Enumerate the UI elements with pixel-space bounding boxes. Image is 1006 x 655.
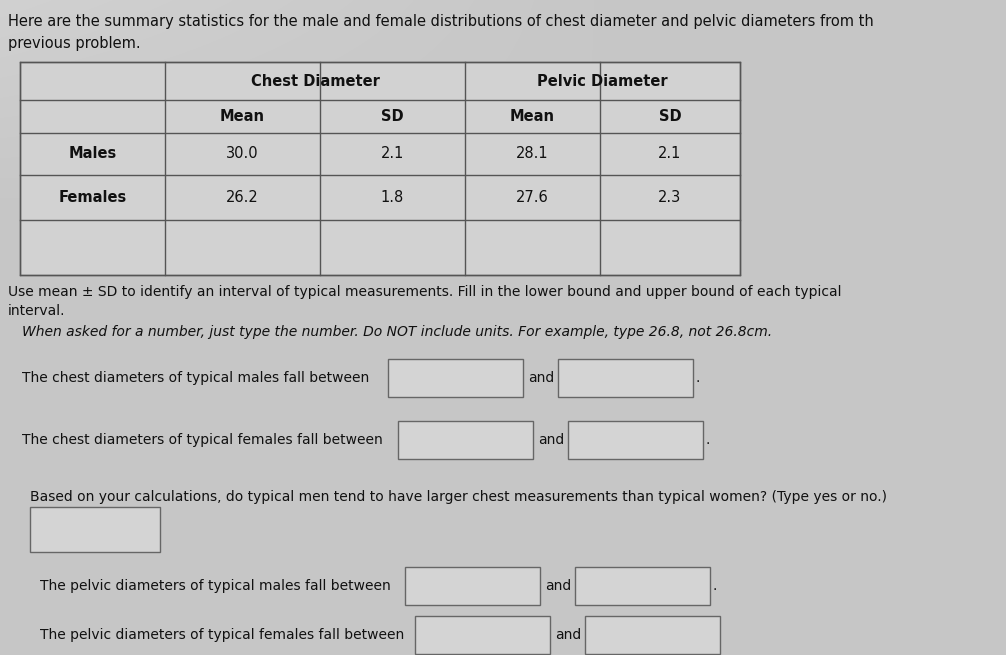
Text: 26.2: 26.2 [226,190,259,205]
Text: SD: SD [659,109,681,124]
Text: .: . [713,579,717,593]
Text: 28.1: 28.1 [516,147,549,162]
Text: Mean: Mean [220,109,265,124]
Bar [575,567,710,605]
Text: When asked for a number, just type the number. Do NOT include units. For example: When asked for a number, just type the n… [22,325,773,339]
Text: The pelvic diameters of typical males fall between: The pelvic diameters of typical males fa… [40,579,390,593]
Text: Pelvic Diameter: Pelvic Diameter [537,73,668,88]
Bar [558,359,693,397]
Bar [398,421,533,459]
Text: 2.1: 2.1 [658,147,682,162]
Text: and: and [528,371,554,385]
Text: The chest diameters of typical females fall between: The chest diameters of typical females f… [22,433,382,447]
Text: 2.1: 2.1 [381,147,404,162]
Bar [30,507,160,552]
Text: The chest diameters of typical males fall between: The chest diameters of typical males fal… [22,371,369,385]
Text: interval.: interval. [8,304,65,318]
Bar [388,359,523,397]
Bar [585,616,720,654]
Text: 2.3: 2.3 [658,190,682,205]
Text: Here are the summary statistics for the male and female distributions of chest d: Here are the summary statistics for the … [8,14,874,29]
Bar [415,616,550,654]
Text: .: . [696,371,700,385]
Text: Females: Females [58,190,127,205]
Bar [568,421,703,459]
Text: 27.6: 27.6 [516,190,549,205]
Text: 30.0: 30.0 [226,147,259,162]
Text: and: and [555,628,581,642]
Text: previous problem.: previous problem. [8,36,141,51]
Text: .: . [706,433,710,447]
Text: and: and [545,579,571,593]
Text: Use mean ± SD to identify an interval of typical measurements. Fill in the lower: Use mean ± SD to identify an interval of… [8,285,841,299]
Bar [405,567,540,605]
Text: SD: SD [381,109,403,124]
Text: Males: Males [68,147,117,162]
Text: Chest Diameter: Chest Diameter [250,73,379,88]
Text: The pelvic diameters of typical females fall between: The pelvic diameters of typical females … [40,628,404,642]
Bar [20,62,740,275]
Text: 1.8: 1.8 [381,190,404,205]
Text: Based on your calculations, do typical men tend to have larger chest measurement: Based on your calculations, do typical m… [30,490,887,504]
Text: and: and [538,433,564,447]
Text: Mean: Mean [510,109,555,124]
